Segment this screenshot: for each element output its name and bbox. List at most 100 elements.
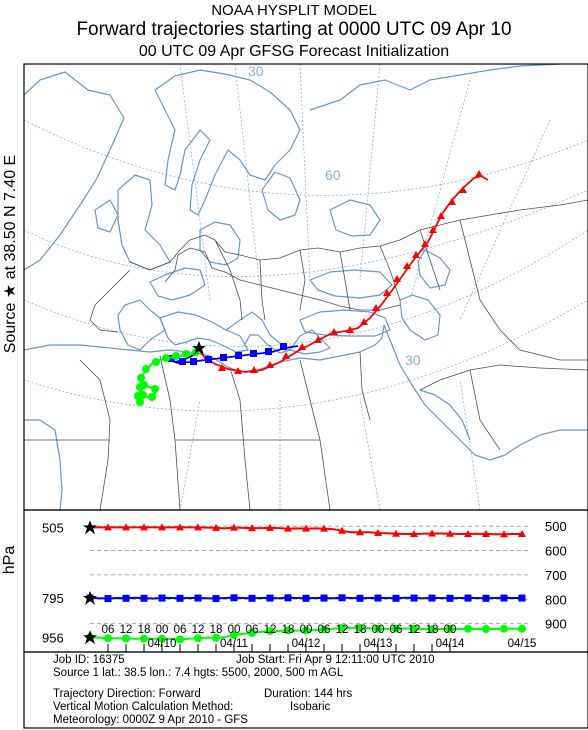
profile-marker bbox=[158, 594, 166, 602]
profile-marker bbox=[266, 594, 274, 602]
x-date-label: 04/14 bbox=[436, 638, 465, 650]
map-coastlines bbox=[24, 64, 588, 510]
profile-marker bbox=[392, 624, 400, 633]
x-tick-label: 00 bbox=[300, 624, 313, 636]
profile-marker bbox=[176, 594, 184, 602]
vertical-method: Vertical Motion Calculation Method: bbox=[53, 701, 234, 713]
right-pressure-label: 600 bbox=[545, 544, 567, 559]
x-tick-label: 00 bbox=[228, 624, 241, 636]
x-date-label: 04/11 bbox=[220, 638, 248, 650]
profile-marker bbox=[122, 594, 130, 602]
profile-guides bbox=[90, 525, 528, 625]
profile-marker bbox=[392, 594, 400, 602]
x-date-label: 04/13 bbox=[364, 638, 393, 650]
trajectory-duration: Duration: 144 hrs bbox=[264, 688, 353, 700]
profile-marker bbox=[410, 624, 418, 633]
profile-marker bbox=[482, 594, 490, 602]
lat-label-60: 60 bbox=[325, 167, 341, 183]
chart-title-line2: Forward trajectories starting at 0000 UT… bbox=[76, 19, 512, 40]
x-tick-label: 00 bbox=[372, 624, 385, 636]
profile-marker bbox=[374, 594, 382, 602]
profile-marker bbox=[104, 523, 112, 531]
profile-marker bbox=[140, 594, 148, 602]
chart-subtitle: 00 UTC 09 Apr GFSG Forecast Initializati… bbox=[138, 43, 450, 60]
map-trajectory-blue bbox=[168, 343, 299, 365]
profile-marker bbox=[482, 529, 490, 537]
x-tick-label: 18 bbox=[210, 624, 223, 636]
profile-marker bbox=[284, 594, 292, 602]
profile-marker bbox=[266, 626, 274, 635]
profile-series-square bbox=[83, 591, 526, 606]
profile-marker bbox=[194, 523, 202, 531]
x-tick-label: 06 bbox=[102, 624, 115, 636]
profile-start-star bbox=[83, 520, 97, 535]
profile-start-star bbox=[83, 591, 97, 606]
profile-marker bbox=[410, 594, 418, 602]
profile-marker bbox=[122, 523, 130, 531]
lat-label-30-north: 30 bbox=[248, 63, 264, 79]
x-tick-label: 06 bbox=[390, 624, 403, 636]
profile-marker bbox=[356, 624, 364, 633]
profile-marker bbox=[500, 530, 508, 538]
x-tick-label: 18 bbox=[354, 624, 367, 636]
profile-marker bbox=[500, 594, 508, 602]
right-pressure-label: 500 bbox=[545, 519, 567, 534]
profile-marker bbox=[248, 524, 256, 532]
profile-marker bbox=[410, 529, 418, 537]
profile-marker bbox=[284, 524, 292, 532]
meteorology: Meteorology: 0000Z 9 Apr 2010 - GFS bbox=[53, 714, 248, 726]
profile-marker bbox=[302, 524, 310, 532]
x-tick-label: 06 bbox=[246, 624, 259, 636]
profile-marker bbox=[212, 595, 220, 603]
profile-marker bbox=[284, 626, 292, 635]
profile-marker bbox=[518, 594, 526, 602]
profile-marker bbox=[320, 524, 328, 532]
profile-axes: 500 600 700 800 900 505 795 956 06 12 18 00 06 12 18 00… bbox=[42, 519, 567, 652]
profile-marker bbox=[464, 594, 472, 602]
profile-marker bbox=[230, 594, 238, 602]
left-height-label: 795 bbox=[42, 591, 64, 606]
profile-marker bbox=[446, 624, 454, 633]
x-tick-label: 00 bbox=[156, 624, 169, 636]
profile-marker bbox=[428, 594, 436, 602]
profile-marker bbox=[248, 594, 256, 602]
source-star-marker bbox=[192, 341, 206, 355]
x-tick-label: 12 bbox=[192, 624, 205, 636]
profile-start-star bbox=[83, 630, 97, 645]
profile-marker bbox=[356, 594, 364, 602]
x-tick-label: 18 bbox=[138, 624, 151, 636]
profile-marker bbox=[356, 528, 364, 536]
profile-series bbox=[83, 520, 526, 645]
profile-marker bbox=[158, 634, 166, 643]
x-tick-label: 12 bbox=[264, 624, 277, 636]
x-tick-label: 12 bbox=[120, 624, 133, 636]
profile-marker bbox=[140, 523, 148, 531]
job-id: Job ID: 16375 bbox=[53, 654, 125, 666]
profile-marker bbox=[194, 634, 202, 643]
profile-marker bbox=[338, 526, 346, 534]
source-info: Source 1 lat.: 38.5 lon.: 7.4 hgts: 5500… bbox=[53, 667, 344, 679]
x-tick-label: 12 bbox=[336, 624, 349, 636]
x-tick-label: 06 bbox=[318, 624, 331, 636]
profile-marker bbox=[464, 624, 472, 633]
x-tick-label: 12 bbox=[408, 624, 421, 636]
profile-marker bbox=[446, 529, 454, 537]
profile-marker bbox=[482, 624, 490, 633]
profile-series-circle bbox=[83, 624, 526, 645]
profile-marker bbox=[176, 523, 184, 531]
profile-marker bbox=[266, 523, 274, 531]
profile-marker bbox=[176, 635, 184, 644]
profile-marker bbox=[212, 633, 220, 642]
profile-marker bbox=[500, 624, 508, 633]
x-tick-label: 00 bbox=[444, 624, 457, 636]
x-date-label: 04/15 bbox=[508, 638, 537, 650]
profile-marker bbox=[428, 529, 436, 537]
left-height-label: 505 bbox=[42, 520, 64, 535]
right-pressure-label: 800 bbox=[545, 592, 567, 607]
x-date-label: 04/12 bbox=[292, 638, 321, 650]
profile-series-triangle bbox=[83, 520, 526, 538]
x-date-label: 04/10 bbox=[148, 638, 177, 650]
profile-marker bbox=[248, 628, 256, 637]
profile-marker bbox=[230, 630, 238, 639]
profile-marker bbox=[518, 529, 526, 537]
